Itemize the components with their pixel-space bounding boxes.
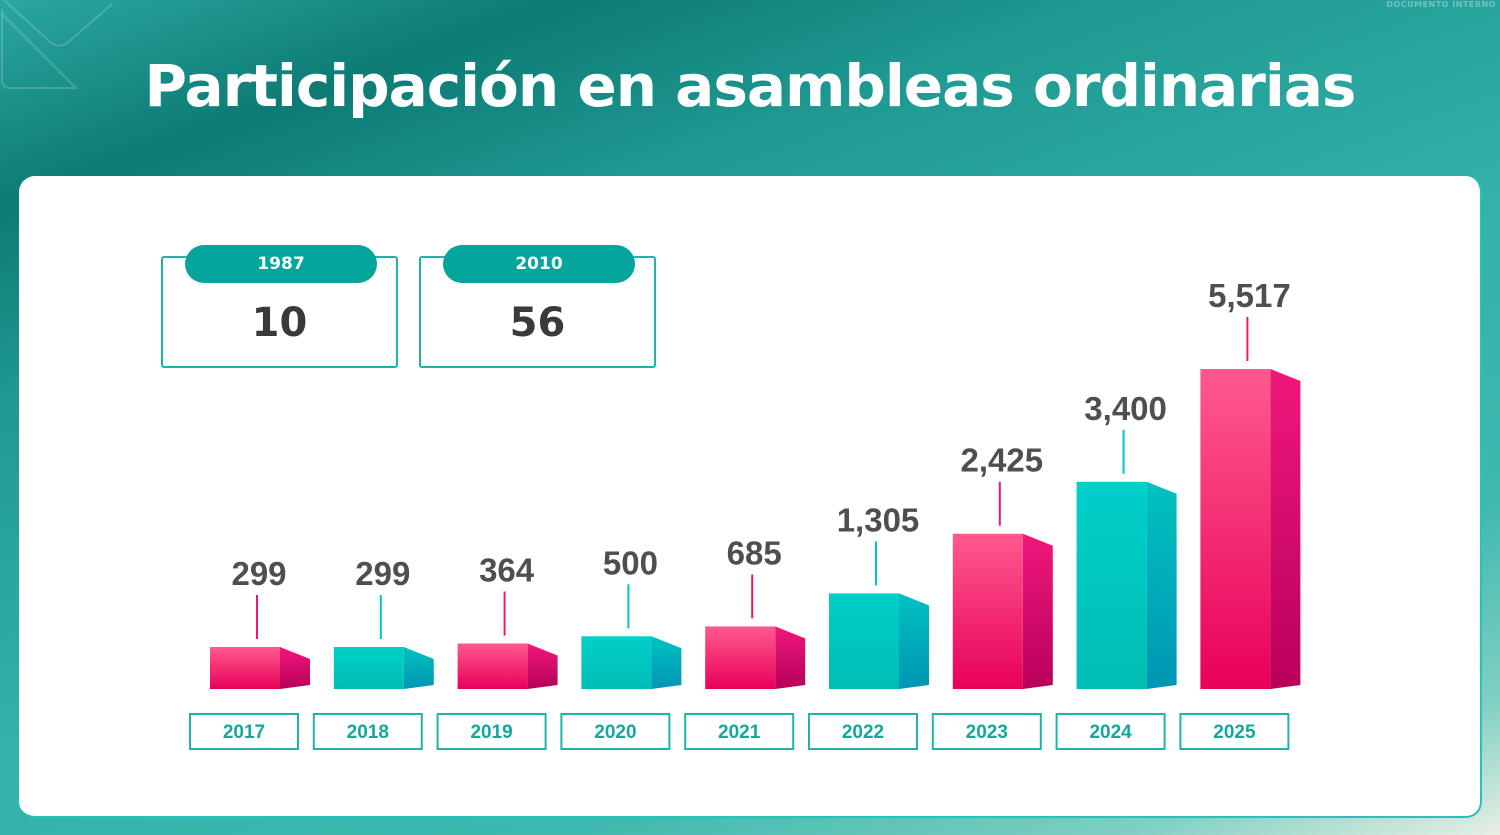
bar-2024 <box>1076 481 1147 689</box>
value-label-2022: 1,305 <box>837 501 920 538</box>
highlight-card-1987: 1987 10 <box>161 245 398 368</box>
highlight-year-badge: 1987 <box>185 245 377 283</box>
year-box-2018 <box>312 713 423 750</box>
value-label-2017: 299 <box>231 555 286 592</box>
bar-side-2018 <box>403 647 434 689</box>
bar-2023 <box>952 533 1023 689</box>
bar-side-2022 <box>899 593 929 689</box>
bar-side-2020 <box>651 636 682 689</box>
value-label-2024: 3,400 <box>1084 390 1167 427</box>
highlight-value: 56 <box>509 300 566 346</box>
year-box-2025 <box>1179 713 1290 750</box>
year-label-2019: 2019 <box>470 722 512 743</box>
value-label-2020: 500 <box>603 544 658 581</box>
bar-side-2024 <box>1146 481 1177 689</box>
bar-side-2021 <box>775 626 806 689</box>
value-label-2025: 5,517 <box>1208 277 1291 314</box>
year-box-2024 <box>1055 713 1166 750</box>
bar-side-2017 <box>280 647 310 689</box>
decorative-envelope-icon <box>1 0 113 89</box>
value-label-2021: 685 <box>727 534 782 571</box>
bar-2022 <box>829 593 899 689</box>
value-label-2018: 299 <box>355 555 410 592</box>
highlight-card-2010: 2010 56 <box>419 245 656 368</box>
value-label-2019: 364 <box>479 552 535 589</box>
year-box-2022 <box>808 713 918 750</box>
page-title: Participación en asambleas ordinarias <box>144 52 1357 120</box>
bar-2021 <box>705 626 776 689</box>
bar-2017 <box>210 647 280 689</box>
year-box-2017 <box>189 713 299 750</box>
highlight-value: 10 <box>251 300 308 346</box>
bar-2018 <box>333 647 404 689</box>
year-box-2021 <box>684 713 795 750</box>
year-box-2023 <box>931 713 1042 750</box>
year-box-2019 <box>436 713 547 750</box>
year-label-2021: 2021 <box>718 722 761 743</box>
year-label-2023: 2023 <box>966 722 1008 743</box>
value-label-2023: 2,425 <box>961 442 1044 479</box>
bar-2025 <box>1200 369 1271 689</box>
bar-side-2023 <box>1022 533 1053 689</box>
highlight-year-badge: 2010 <box>443 245 635 283</box>
year-label-2020: 2020 <box>594 722 636 743</box>
year-label-2024: 2024 <box>1089 722 1132 743</box>
year-label-2022: 2022 <box>842 722 884 743</box>
year-box-2020 <box>560 713 671 750</box>
bar-2020 <box>581 636 652 689</box>
year-label-2025: 2025 <box>1213 722 1256 743</box>
year-label-2017: 2017 <box>223 722 265 743</box>
bar-2019 <box>457 643 528 689</box>
bar-side-2019 <box>527 643 558 689</box>
bar-side-2025 <box>1270 369 1301 689</box>
watermark-text: DOCUMENTO INTERNO <box>1386 0 1496 9</box>
year-label-2018: 2018 <box>347 722 389 743</box>
